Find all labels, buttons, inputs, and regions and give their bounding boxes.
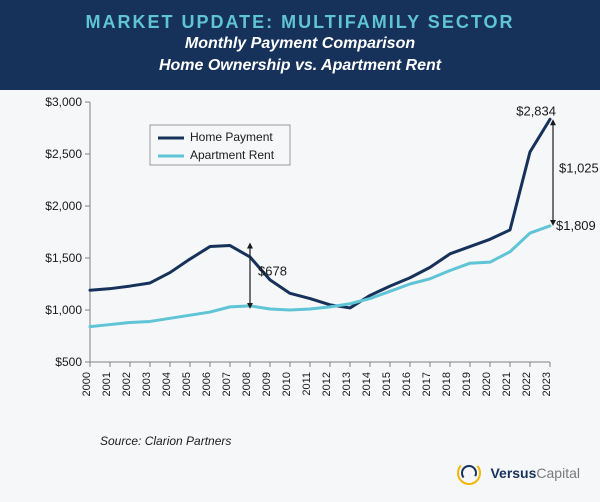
peak-label: $2,834 [516,103,556,118]
x-tick-label: 2022 [521,372,533,396]
y-tick-label: $3,000 [45,95,82,109]
x-tick-label: 2010 [281,372,293,396]
x-tick-label: 2015 [381,372,393,396]
subtitle-line-2: Home Ownership vs. Apartment Rent [0,55,600,77]
y-tick-label: $1,500 [45,251,82,265]
brand-logo-icon [454,458,484,488]
rent-end-label: $1,809 [556,218,596,233]
y-tick-label: $500 [55,355,82,369]
x-tick-label: 2003 [141,372,153,396]
x-tick-label: 2011 [301,372,313,396]
x-tick-label: 2007 [221,372,233,396]
legend-label: Apartment Rent [190,148,275,162]
y-tick-label: $2,500 [45,147,82,161]
x-tick-label: 2021 [501,372,513,396]
gap-label-2023: $1,025 [559,161,599,176]
page-title: MARKET UPDATE: MULTIFAMILY SECTOR [0,12,600,33]
brand-footer: VersusCapital [454,458,580,488]
x-tick-label: 2002 [121,372,133,396]
x-tick-label: 2012 [321,372,333,396]
x-tick-label: 2008 [241,372,253,396]
y-tick-label: $1,000 [45,303,82,317]
x-tick-label: 2016 [401,372,413,396]
source-attribution: Source: Clarion Partners [100,434,600,448]
x-tick-label: 2005 [181,372,193,396]
x-tick-label: 2020 [481,372,493,396]
brand-name: VersusCapital [490,465,580,481]
x-tick-label: 2004 [161,372,173,396]
legend-label: Home Payment [190,130,273,144]
x-tick-label: 2018 [441,372,453,396]
x-tick-label: 2009 [261,372,273,396]
x-tick-label: 2019 [461,372,473,396]
line-chart-svg: $500 $1,000 $1,500 $2,000 $2,500 $3,000 2000 20… [0,90,600,430]
x-tick-label: 2013 [341,372,353,396]
header-banner: MARKET UPDATE: MULTIFAMILY SECTOR Monthl… [0,0,600,90]
y-tick-label: $2,000 [45,199,82,213]
x-tick-label: 2017 [421,372,433,396]
x-tick-label: 2023 [541,372,553,396]
chart-container: $500 $1,000 $1,500 $2,000 $2,500 $3,000 2000 20… [0,90,600,430]
gap-label-2007: $678 [258,264,287,279]
subtitle-line-1: Monthly Payment Comparison [0,33,600,55]
x-tick-label: 2014 [361,372,373,396]
x-tick-label: 2001 [101,372,113,396]
x-tick-label: 2006 [201,372,213,396]
x-tick-label: 2000 [81,372,93,396]
